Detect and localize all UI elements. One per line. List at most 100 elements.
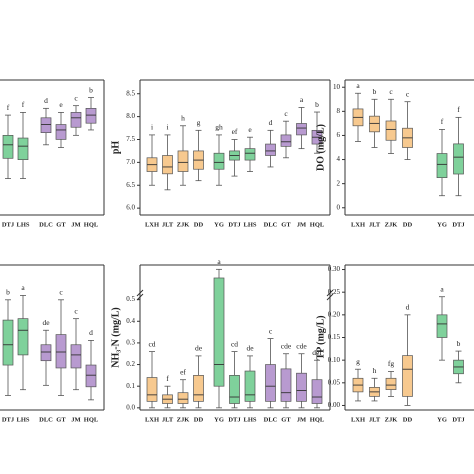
y-tick-label: 0.2 — [126, 360, 135, 368]
letter: e — [248, 125, 252, 134]
letter: d — [406, 303, 410, 312]
box — [40, 117, 52, 134]
letter: b — [373, 87, 377, 96]
x-tick-label: DD — [403, 416, 413, 423]
x-tick-label: YG — [214, 221, 224, 228]
y-tick-label: 6.0 — [126, 204, 135, 212]
axis-break — [326, 293, 334, 301]
box — [244, 148, 256, 161]
letter: cde — [281, 341, 292, 350]
letter: f — [7, 103, 10, 112]
letter: a — [21, 283, 25, 292]
x-tick-label: DLC — [264, 221, 278, 228]
x-tick-label: DLC — [39, 416, 53, 423]
x-tick-label: HQL — [84, 221, 99, 228]
box — [453, 143, 464, 175]
box — [213, 152, 225, 170]
box — [17, 318, 29, 356]
y-tick-label: 8.0 — [126, 112, 135, 120]
letter: ef — [180, 367, 186, 376]
y-tick-label: 0.20 — [328, 310, 341, 318]
box — [296, 372, 307, 402]
box — [385, 377, 397, 390]
letter: c — [269, 326, 273, 335]
y-tick-label: 10 — [333, 83, 341, 91]
letter: de — [195, 344, 203, 353]
x-tick-label: GT — [56, 221, 66, 228]
box — [296, 123, 307, 136]
letter: f — [166, 374, 169, 383]
y-tick-label: 0.10 — [328, 356, 341, 364]
x-tick-label: JLT — [369, 221, 381, 228]
x-tick-label: GT — [281, 416, 291, 423]
box — [265, 143, 276, 156]
letter: cd — [148, 339, 155, 348]
x-tick-label: LHS — [243, 416, 256, 423]
box — [55, 334, 67, 369]
letter: def — [312, 348, 322, 357]
x-tick-label: YG — [437, 221, 447, 228]
letter: h — [181, 113, 185, 122]
y-tick-label: 0.25 — [328, 288, 341, 296]
letter: g — [356, 357, 360, 366]
box — [265, 364, 276, 402]
letter: f — [22, 100, 25, 109]
y-tick-label: 0.00 — [328, 401, 341, 409]
letter: i — [166, 123, 168, 132]
y-tick-label: 0.05 — [328, 378, 341, 386]
box — [146, 377, 158, 402]
y-tick-label: 0.30 — [328, 265, 341, 273]
y-tick-label: 0.1 — [126, 382, 135, 390]
letter: b — [6, 288, 10, 297]
box — [402, 355, 413, 397]
x-tick-label: JM — [71, 416, 80, 423]
y-axis-label: pH — [110, 141, 121, 155]
letter: c — [74, 306, 78, 315]
box — [17, 137, 29, 161]
letter: f — [441, 117, 444, 126]
letter: c — [389, 87, 393, 96]
y-tick-label: 8.5 — [126, 89, 135, 97]
x-tick-label: DTJ — [228, 221, 241, 228]
letter: a — [356, 81, 360, 90]
axis-break — [326, 289, 334, 297]
x-tick-label: ZJK — [385, 416, 398, 423]
letter: a — [440, 284, 444, 293]
letter: i — [151, 123, 153, 132]
box — [244, 370, 256, 402]
y-tick-label: 8 — [337, 107, 341, 115]
box — [40, 344, 52, 362]
letter: de — [246, 344, 254, 353]
y-tick-label: 0.15 — [328, 333, 341, 341]
x-tick-label: ZJK — [177, 416, 190, 423]
y-tick-label: 0.5 — [126, 295, 135, 303]
letter: b — [315, 100, 319, 109]
x-tick-label: LXH — [145, 416, 159, 423]
x-tick-label: LHS — [16, 221, 29, 228]
x-tick-label: LXH — [351, 221, 365, 228]
letter: h — [373, 366, 377, 375]
axis-break — [136, 293, 144, 301]
letter: d — [269, 118, 273, 127]
x-tick-label: DTJ — [452, 416, 465, 423]
x-tick-label: DLC — [264, 416, 278, 423]
x-tick-label: ZJK — [177, 221, 190, 228]
x-tick-label: JM — [297, 221, 306, 228]
letter: b — [457, 339, 461, 348]
x-tick-label: DTJ — [2, 416, 15, 423]
x-tick-label: DD — [403, 221, 413, 228]
x-tick-label: LXH — [351, 416, 365, 423]
x-tick-label: GT — [56, 416, 66, 423]
box — [177, 392, 189, 404]
x-tick-label: HQL — [310, 416, 325, 423]
x-tick-label: YG — [437, 416, 447, 423]
letter: a — [300, 95, 304, 104]
letter: de — [42, 318, 50, 327]
y-tick-label: 0 — [337, 203, 341, 211]
box — [311, 379, 323, 404]
letter: e — [59, 100, 63, 109]
x-tick-label: YG — [214, 416, 224, 423]
box — [70, 344, 82, 369]
box — [280, 134, 292, 147]
